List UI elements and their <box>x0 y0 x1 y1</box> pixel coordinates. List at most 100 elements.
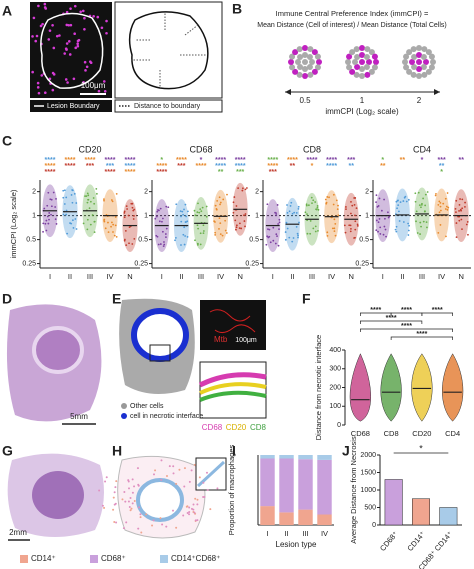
lesion-outline <box>128 11 209 90</box>
cell-dot <box>62 213 65 216</box>
necrotic-interface <box>136 478 184 522</box>
cell-dot <box>317 208 320 211</box>
cell-dot <box>163 243 166 246</box>
cell-dot <box>187 210 189 213</box>
cell-dot <box>160 459 163 462</box>
x-tick-label: IV <box>106 272 113 281</box>
significance-stars: **** <box>432 307 443 314</box>
cell <box>289 64 296 71</box>
significance-stars: ** <box>218 169 224 176</box>
cell-dot <box>325 201 328 204</box>
cell-dot <box>140 531 143 534</box>
distance-lines <box>131 12 206 88</box>
cell <box>423 59 429 65</box>
cell-dot <box>419 233 421 235</box>
cell-dot <box>438 200 441 203</box>
cell-dot <box>186 235 189 238</box>
chart-title: CD68 <box>189 144 212 154</box>
cell-dot <box>183 208 185 211</box>
cell-dot <box>193 463 196 466</box>
cell <box>306 63 313 70</box>
legend-label: CD68⁺ <box>101 554 126 563</box>
cell-dot <box>446 208 449 211</box>
cell-dot <box>288 236 291 239</box>
cell-dot <box>419 221 422 224</box>
x-tick-label: IV <box>328 272 335 281</box>
cell-dot <box>345 206 347 208</box>
cell-dot <box>424 210 426 213</box>
cell-dot <box>422 197 425 200</box>
cell <box>307 46 314 53</box>
panel-label: C <box>2 133 12 149</box>
cell-dot <box>202 224 205 227</box>
cell-dot <box>295 225 298 228</box>
cell <box>402 59 408 66</box>
cell-dot <box>407 198 410 201</box>
cell-dot <box>349 224 352 227</box>
cell-dot <box>139 516 142 519</box>
significance-bracket <box>360 320 423 324</box>
cell-dot <box>233 196 236 198</box>
cell-dot <box>297 234 299 237</box>
cell-dot <box>214 233 217 236</box>
cell-dot <box>86 201 89 204</box>
cell-dot <box>216 199 219 202</box>
cell-dot <box>76 44 80 48</box>
cell <box>296 46 303 53</box>
cell-dot <box>306 232 309 235</box>
cell-dot <box>194 214 197 217</box>
cell <box>349 68 356 75</box>
cell-dot <box>288 210 291 213</box>
cell-dot <box>182 233 185 236</box>
cell-dot <box>291 240 294 243</box>
bar-segment <box>260 458 275 507</box>
cell-dot <box>234 219 237 222</box>
cell-dot <box>194 519 197 522</box>
cell-dot <box>383 225 386 228</box>
legend-box <box>114 99 223 113</box>
cell-dot <box>184 235 187 237</box>
cell <box>415 45 422 51</box>
cell-dot <box>375 201 377 204</box>
cell-dot <box>237 187 240 190</box>
cell-dot <box>92 14 95 18</box>
cell-dot <box>65 196 68 199</box>
x-tick-label: CD14⁺ <box>405 529 427 553</box>
inset-label: Mtb <box>214 335 228 344</box>
cell-dot <box>111 221 113 224</box>
panel-label: G <box>2 443 13 459</box>
y-tick-label: 2 <box>365 188 369 195</box>
cell-dot <box>43 207 46 210</box>
cell-dot <box>414 192 417 195</box>
cell-dot <box>314 225 317 228</box>
cell-dot <box>50 213 52 216</box>
cell-dot <box>222 198 225 201</box>
chart-title: CD4 <box>413 144 431 154</box>
cell-dot <box>87 194 90 197</box>
cell-dot <box>314 201 317 203</box>
significance-stars: **** <box>45 163 56 170</box>
cell-dot <box>110 225 112 228</box>
significance-stars: **** <box>65 157 76 164</box>
y-tick-label: 0.5 <box>249 236 259 243</box>
cell-dot <box>158 220 161 223</box>
cell-dot <box>375 219 378 222</box>
cell-dot <box>36 81 40 85</box>
cell-dot <box>243 220 246 222</box>
bar <box>439 507 458 526</box>
cell-dot <box>466 221 469 223</box>
cell-dot <box>455 199 458 202</box>
y-tick-label: 1 <box>32 212 36 219</box>
formula: Mean Distance (Cell of interest) / Mean … <box>257 22 446 29</box>
cell-dot <box>40 74 44 77</box>
cell-dot <box>115 480 118 483</box>
cell-dot <box>278 228 280 231</box>
y-axis-label: Proportion of macrophages <box>227 445 236 536</box>
cell-dot <box>277 244 280 247</box>
panel-label: B <box>232 1 242 17</box>
cell-dot <box>398 210 400 213</box>
legend-label: CD14⁺CD68⁺ <box>171 554 220 563</box>
cell-dot <box>276 235 278 238</box>
significance-stars: * <box>421 157 424 164</box>
y-tick-label: 0.25 <box>22 260 36 267</box>
